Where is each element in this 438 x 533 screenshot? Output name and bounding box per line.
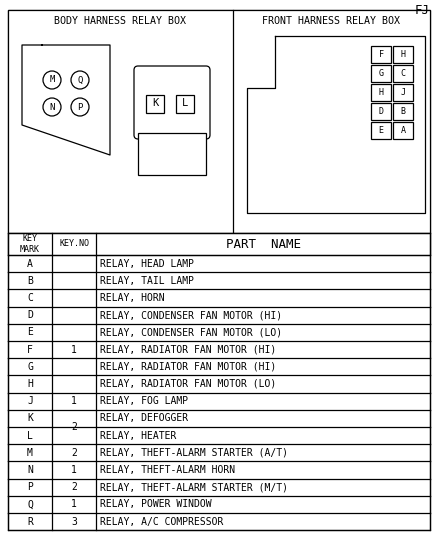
Text: RELAY, TAIL LAMP: RELAY, TAIL LAMP: [100, 276, 194, 286]
Text: A: A: [27, 259, 33, 269]
Text: H: H: [400, 50, 406, 59]
Text: D: D: [27, 310, 33, 320]
Text: RELAY, HEAD LAMP: RELAY, HEAD LAMP: [100, 259, 194, 269]
Circle shape: [43, 71, 61, 89]
FancyBboxPatch shape: [371, 46, 391, 63]
Text: RELAY, FOG LAMP: RELAY, FOG LAMP: [100, 396, 188, 406]
Text: RELAY, DEFOGGER: RELAY, DEFOGGER: [100, 414, 188, 423]
FancyBboxPatch shape: [393, 122, 413, 139]
Text: E: E: [378, 126, 384, 135]
Text: 2: 2: [71, 422, 77, 432]
Text: L: L: [27, 431, 33, 441]
FancyBboxPatch shape: [134, 66, 210, 139]
Text: RELAY, HORN: RELAY, HORN: [100, 293, 165, 303]
FancyBboxPatch shape: [393, 46, 413, 63]
Text: M: M: [49, 76, 55, 85]
Text: N: N: [27, 465, 33, 475]
Text: RELAY, POWER WINDOW: RELAY, POWER WINDOW: [100, 499, 212, 510]
Text: RELAY, CONDENSER FAN MOTOR (HI): RELAY, CONDENSER FAN MOTOR (HI): [100, 310, 282, 320]
Text: B: B: [27, 276, 33, 286]
FancyBboxPatch shape: [371, 103, 391, 120]
Text: C: C: [400, 69, 406, 78]
Text: RELAY, RADIATOR FAN MOTOR (HI): RELAY, RADIATOR FAN MOTOR (HI): [100, 345, 276, 354]
Text: A: A: [400, 126, 406, 135]
Bar: [8, 10, 430, 233]
Text: RELAY, A/C COMPRESSOR: RELAY, A/C COMPRESSOR: [100, 516, 223, 527]
Text: G: G: [378, 69, 384, 78]
Text: Q: Q: [78, 76, 83, 85]
Text: RELAY, THEFT-ALARM STARTER (M/T): RELAY, THEFT-ALARM STARTER (M/T): [100, 482, 288, 492]
Text: 1: 1: [71, 396, 77, 406]
Text: 1: 1: [71, 465, 77, 475]
Text: J: J: [27, 396, 33, 406]
Text: 1: 1: [71, 345, 77, 354]
Text: G: G: [27, 362, 33, 372]
Text: KEY
MARK: KEY MARK: [20, 235, 40, 254]
Text: E: E: [27, 327, 33, 337]
Text: C: C: [27, 293, 33, 303]
Bar: [8, 233, 430, 255]
Text: RELAY, THEFT-ALARM STARTER (A/T): RELAY, THEFT-ALARM STARTER (A/T): [100, 448, 288, 458]
Text: N: N: [49, 102, 55, 111]
Text: 2: 2: [71, 482, 77, 492]
Text: RELAY, HEATER: RELAY, HEATER: [100, 431, 177, 441]
Text: RELAY, CONDENSER FAN MOTOR (LO): RELAY, CONDENSER FAN MOTOR (LO): [100, 327, 282, 337]
Circle shape: [43, 98, 61, 116]
Text: K: K: [27, 414, 33, 423]
Text: PART  NAME: PART NAME: [226, 238, 300, 251]
FancyBboxPatch shape: [393, 84, 413, 101]
FancyBboxPatch shape: [176, 94, 194, 112]
Text: K: K: [152, 99, 158, 109]
Text: F: F: [378, 50, 384, 59]
Text: D: D: [378, 107, 384, 116]
FancyBboxPatch shape: [371, 122, 391, 139]
Circle shape: [71, 98, 89, 116]
Text: FJ: FJ: [414, 4, 430, 18]
Text: 2: 2: [71, 448, 77, 458]
Text: F: F: [27, 345, 33, 354]
Text: J: J: [400, 88, 406, 97]
Text: BODY HARNESS RELAY BOX: BODY HARNESS RELAY BOX: [54, 16, 187, 26]
Text: P: P: [27, 482, 33, 492]
Bar: [138, 133, 206, 175]
Text: L: L: [182, 99, 188, 109]
Text: H: H: [378, 88, 384, 97]
FancyBboxPatch shape: [146, 94, 164, 112]
FancyBboxPatch shape: [393, 103, 413, 120]
Text: P: P: [78, 102, 83, 111]
Text: B: B: [400, 107, 406, 116]
Text: FRONT HARNESS RELAY BOX: FRONT HARNESS RELAY BOX: [262, 16, 400, 26]
Text: M: M: [27, 448, 33, 458]
Text: RELAY, RADIATOR FAN MOTOR (LO): RELAY, RADIATOR FAN MOTOR (LO): [100, 379, 276, 389]
Text: 1: 1: [71, 499, 77, 510]
Text: KEY.NO: KEY.NO: [59, 239, 89, 248]
Text: RELAY, THEFT-ALARM HORN: RELAY, THEFT-ALARM HORN: [100, 465, 235, 475]
Text: RELAY, RADIATOR FAN MOTOR (HI): RELAY, RADIATOR FAN MOTOR (HI): [100, 362, 276, 372]
Text: R: R: [27, 516, 33, 527]
FancyBboxPatch shape: [393, 65, 413, 82]
Text: 3: 3: [71, 516, 77, 527]
FancyBboxPatch shape: [371, 65, 391, 82]
FancyBboxPatch shape: [371, 84, 391, 101]
Text: Q: Q: [27, 499, 33, 510]
Circle shape: [71, 71, 89, 89]
Text: H: H: [27, 379, 33, 389]
